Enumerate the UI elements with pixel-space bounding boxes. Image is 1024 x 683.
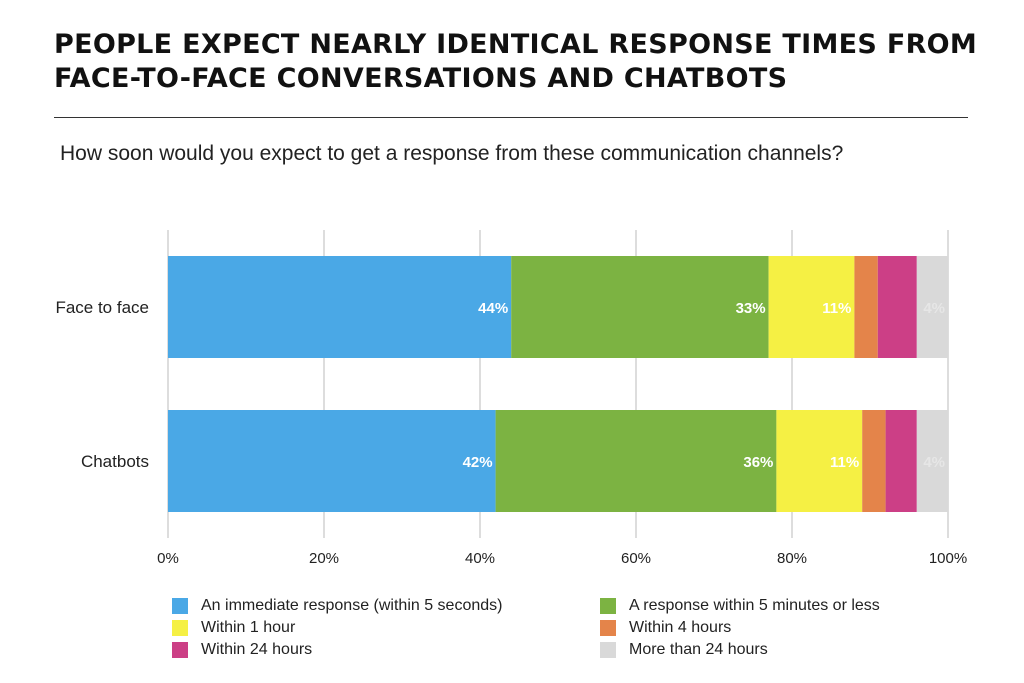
data-label: 36%: [743, 454, 773, 471]
x-tick-label: 100%: [929, 550, 967, 567]
bar-segment: [862, 410, 886, 512]
legend-swatch: [172, 642, 188, 658]
data-label: 11%: [830, 454, 859, 471]
title-divider: [54, 117, 968, 118]
x-tick-label: 0%: [157, 550, 179, 567]
bar-segment: [776, 410, 863, 512]
legend-swatch: [600, 642, 616, 658]
chart-title: PEOPLE EXPECT NEARLY IDENTICAL RESPONSE …: [54, 29, 978, 94]
bar-segment: [768, 256, 855, 358]
bar-segment: [877, 256, 917, 358]
legend-label: More than 24 hours: [629, 641, 768, 658]
bar-segment: [511, 256, 769, 358]
data-label: 33%: [736, 300, 766, 317]
category-label: Chatbots: [81, 452, 149, 471]
legend-label: Within 1 hour: [201, 619, 296, 636]
legend-item: Within 24 hours: [172, 641, 312, 659]
legend-item: Within 1 hour: [172, 619, 295, 637]
bar-segment: [854, 256, 878, 358]
legend-swatch: [600, 598, 616, 614]
legend-swatch: [600, 620, 616, 636]
x-tick-label: 60%: [621, 550, 651, 567]
bar-segment: [885, 410, 917, 512]
data-label: 42%: [463, 454, 493, 471]
data-label: 4%: [923, 300, 945, 317]
data-label: 11%: [822, 300, 851, 317]
x-tick-label: 40%: [465, 550, 495, 567]
x-tick-label: 80%: [777, 550, 807, 567]
legend-label: Within 4 hours: [629, 619, 732, 636]
legend-item: A response within 5 minutes or less: [600, 597, 880, 615]
legend-item: An immediate response (within 5 seconds): [172, 597, 502, 615]
category-label: Face to face: [55, 298, 149, 317]
legend-swatch: [172, 620, 188, 636]
bar-segment: [916, 410, 948, 512]
bar-segment: [168, 256, 512, 358]
chart-subtitle: How soon would you expect to get a respo…: [60, 142, 844, 165]
data-label: 4%: [923, 454, 945, 471]
x-tick-label: 20%: [309, 550, 339, 567]
legend-item: Within 4 hours: [600, 619, 731, 637]
bar-segment: [495, 410, 777, 512]
data-label: 44%: [478, 300, 508, 317]
legend-label: An immediate response (within 5 seconds): [201, 597, 503, 614]
bar-segment: [916, 256, 948, 358]
legend-item: More than 24 hours: [600, 641, 768, 659]
legend-label: Within 24 hours: [201, 641, 313, 658]
legend-swatch: [172, 598, 188, 614]
legend-label: A response within 5 minutes or less: [629, 597, 880, 614]
bar-segment: [168, 410, 496, 512]
